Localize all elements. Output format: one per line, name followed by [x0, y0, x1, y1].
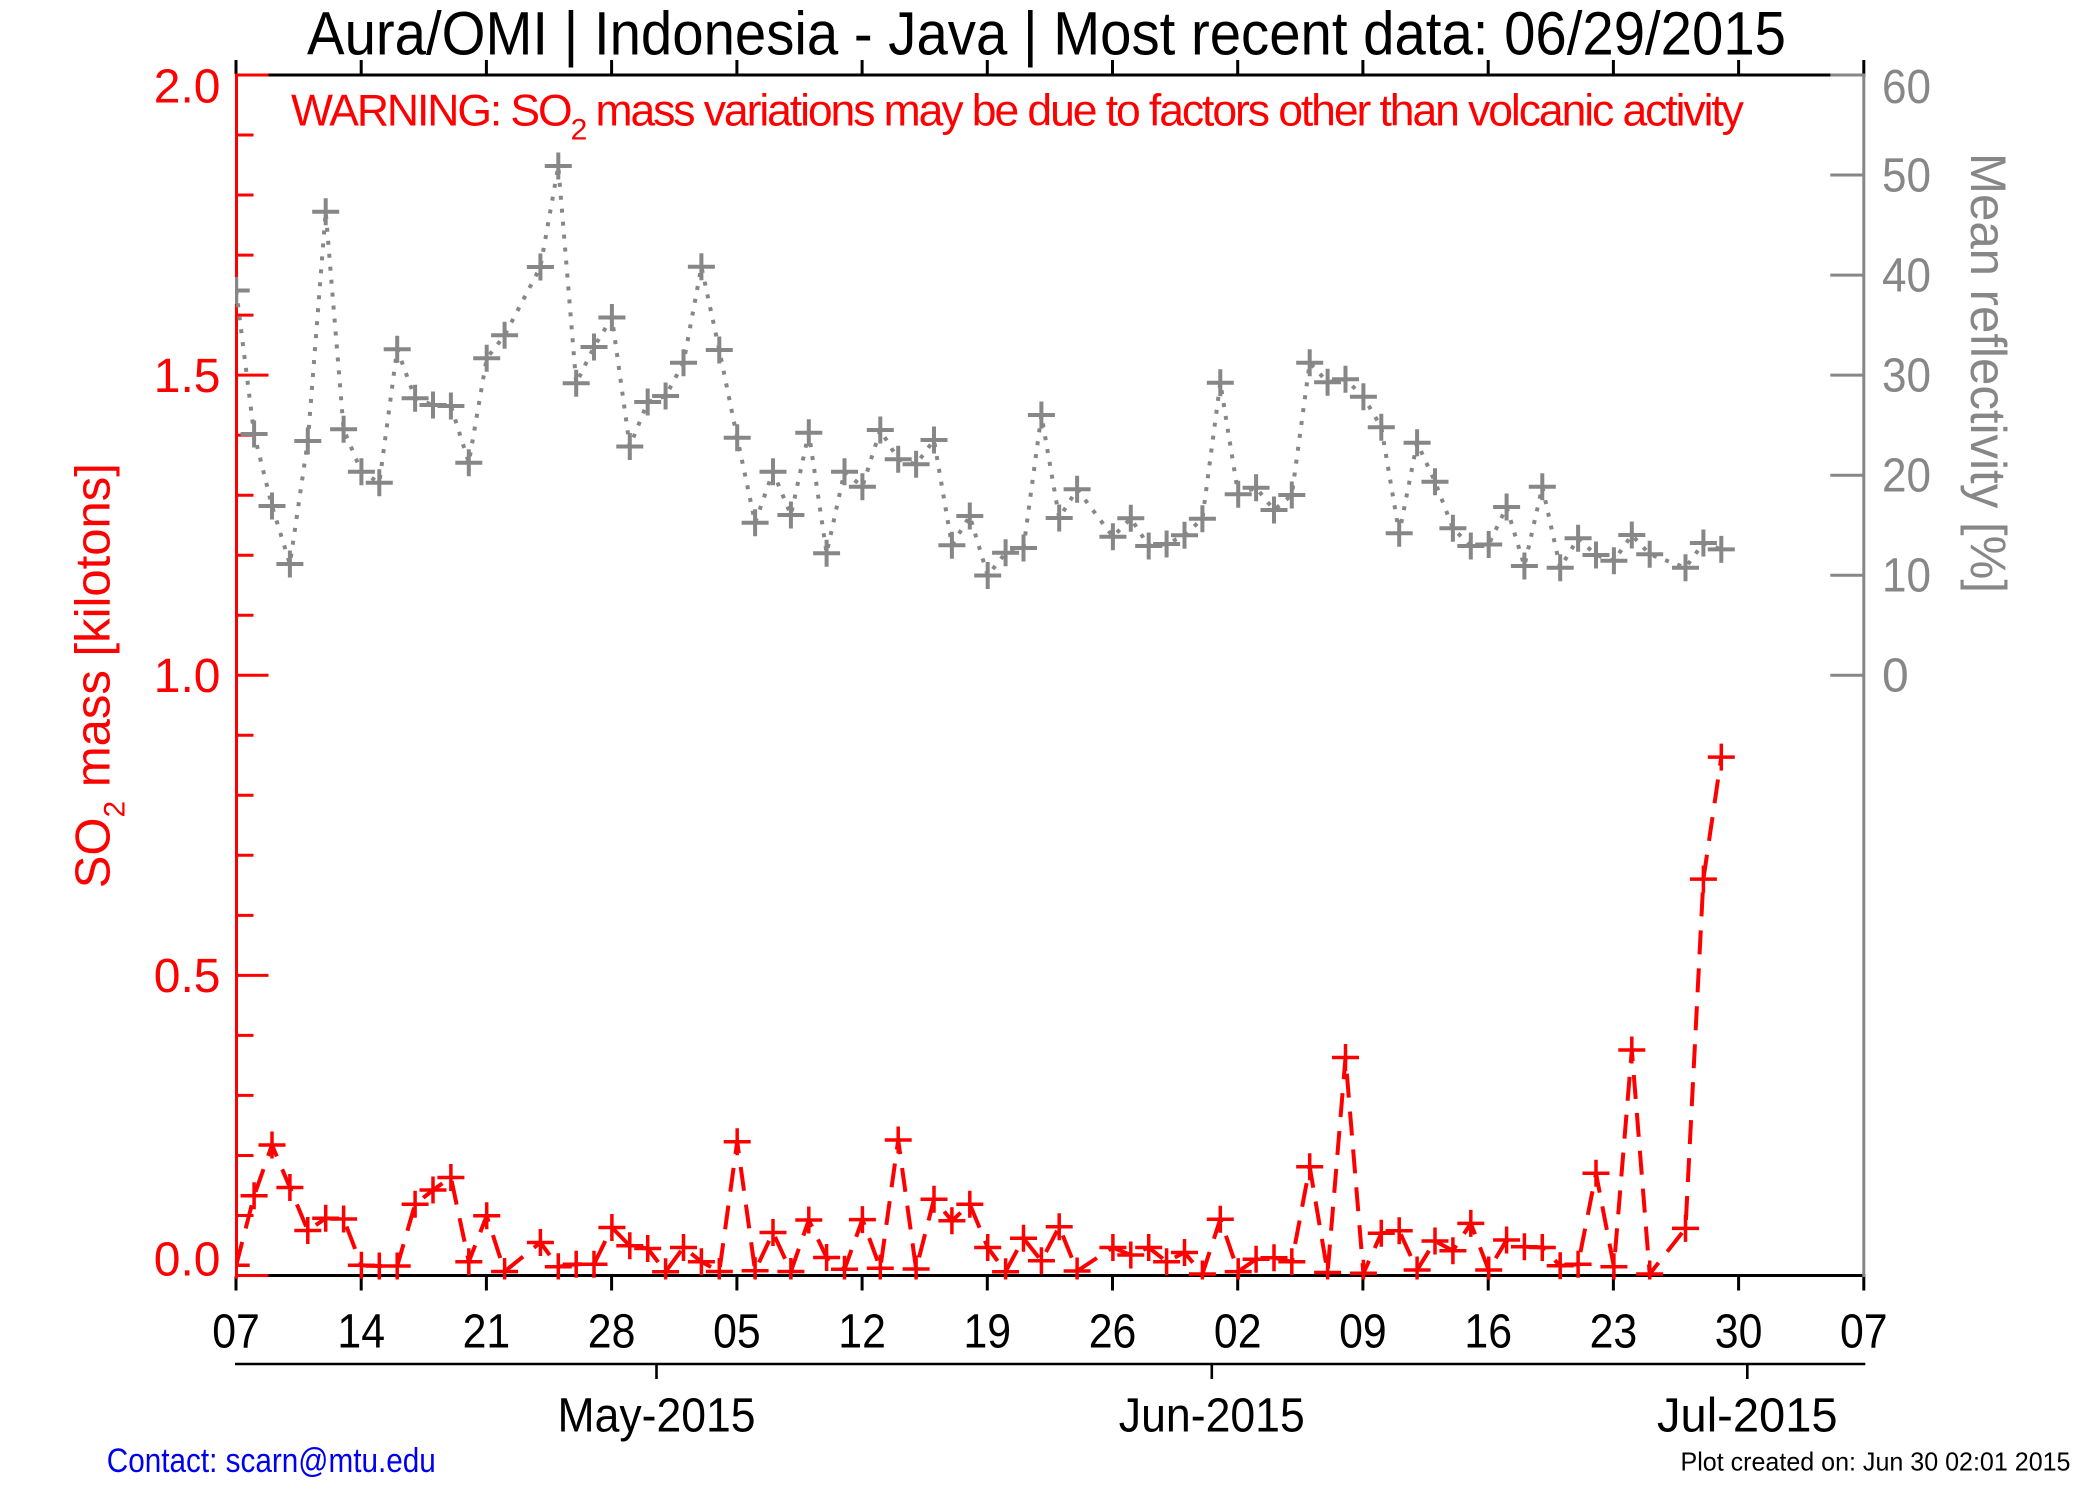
svg-text:1.0: 1.0: [154, 650, 221, 703]
svg-text:12: 12: [838, 1306, 886, 1359]
svg-text:30: 30: [1882, 350, 1931, 403]
svg-text:19: 19: [964, 1306, 1012, 1359]
svg-text:Contact: scarn@mtu.edu: Contact: scarn@mtu.edu: [107, 1442, 436, 1480]
svg-text:1.5: 1.5: [154, 350, 221, 403]
svg-text:14: 14: [337, 1306, 385, 1359]
svg-text:07: 07: [1840, 1306, 1888, 1359]
svg-text:20: 20: [1882, 450, 1931, 503]
svg-text:Jul-2015: Jul-2015: [1657, 1390, 1838, 1443]
svg-text:23: 23: [1590, 1306, 1638, 1359]
svg-text:09: 09: [1339, 1306, 1387, 1359]
svg-text:10: 10: [1882, 550, 1931, 603]
svg-text:0: 0: [1882, 650, 1909, 703]
svg-text:26: 26: [1089, 1306, 1137, 1359]
svg-text:05: 05: [713, 1306, 761, 1359]
svg-text:May-2015: May-2015: [558, 1390, 756, 1443]
svg-text:Mean reflectivity [%]: Mean reflectivity [%]: [1960, 153, 2016, 593]
svg-text:2.0: 2.0: [154, 60, 221, 113]
svg-text:Plot created on: Jun 30 02:01: Plot created on: Jun 30 02:01 2015: [1681, 1447, 2071, 1477]
svg-text:30: 30: [1715, 1306, 1763, 1359]
svg-text:40: 40: [1882, 250, 1931, 303]
svg-text:21: 21: [463, 1306, 511, 1359]
svg-text:Jun-2015: Jun-2015: [1119, 1390, 1305, 1443]
svg-text:WARNING: SO2 mass variations m: WARNING: SO2 mass variations may be due …: [291, 87, 1745, 147]
svg-text:28: 28: [588, 1306, 636, 1359]
svg-text:0.0: 0.0: [154, 1233, 221, 1286]
svg-text:50: 50: [1882, 150, 1931, 203]
svg-text:Aura/OMI | Indonesia - Java |: Aura/OMI | Indonesia - Java | Most recen…: [307, 0, 1786, 68]
svg-text:02: 02: [1214, 1306, 1262, 1359]
svg-text:16: 16: [1464, 1306, 1512, 1359]
svg-text:60: 60: [1882, 61, 1931, 114]
svg-text:07: 07: [212, 1306, 260, 1359]
svg-text:0.5: 0.5: [154, 950, 221, 1003]
